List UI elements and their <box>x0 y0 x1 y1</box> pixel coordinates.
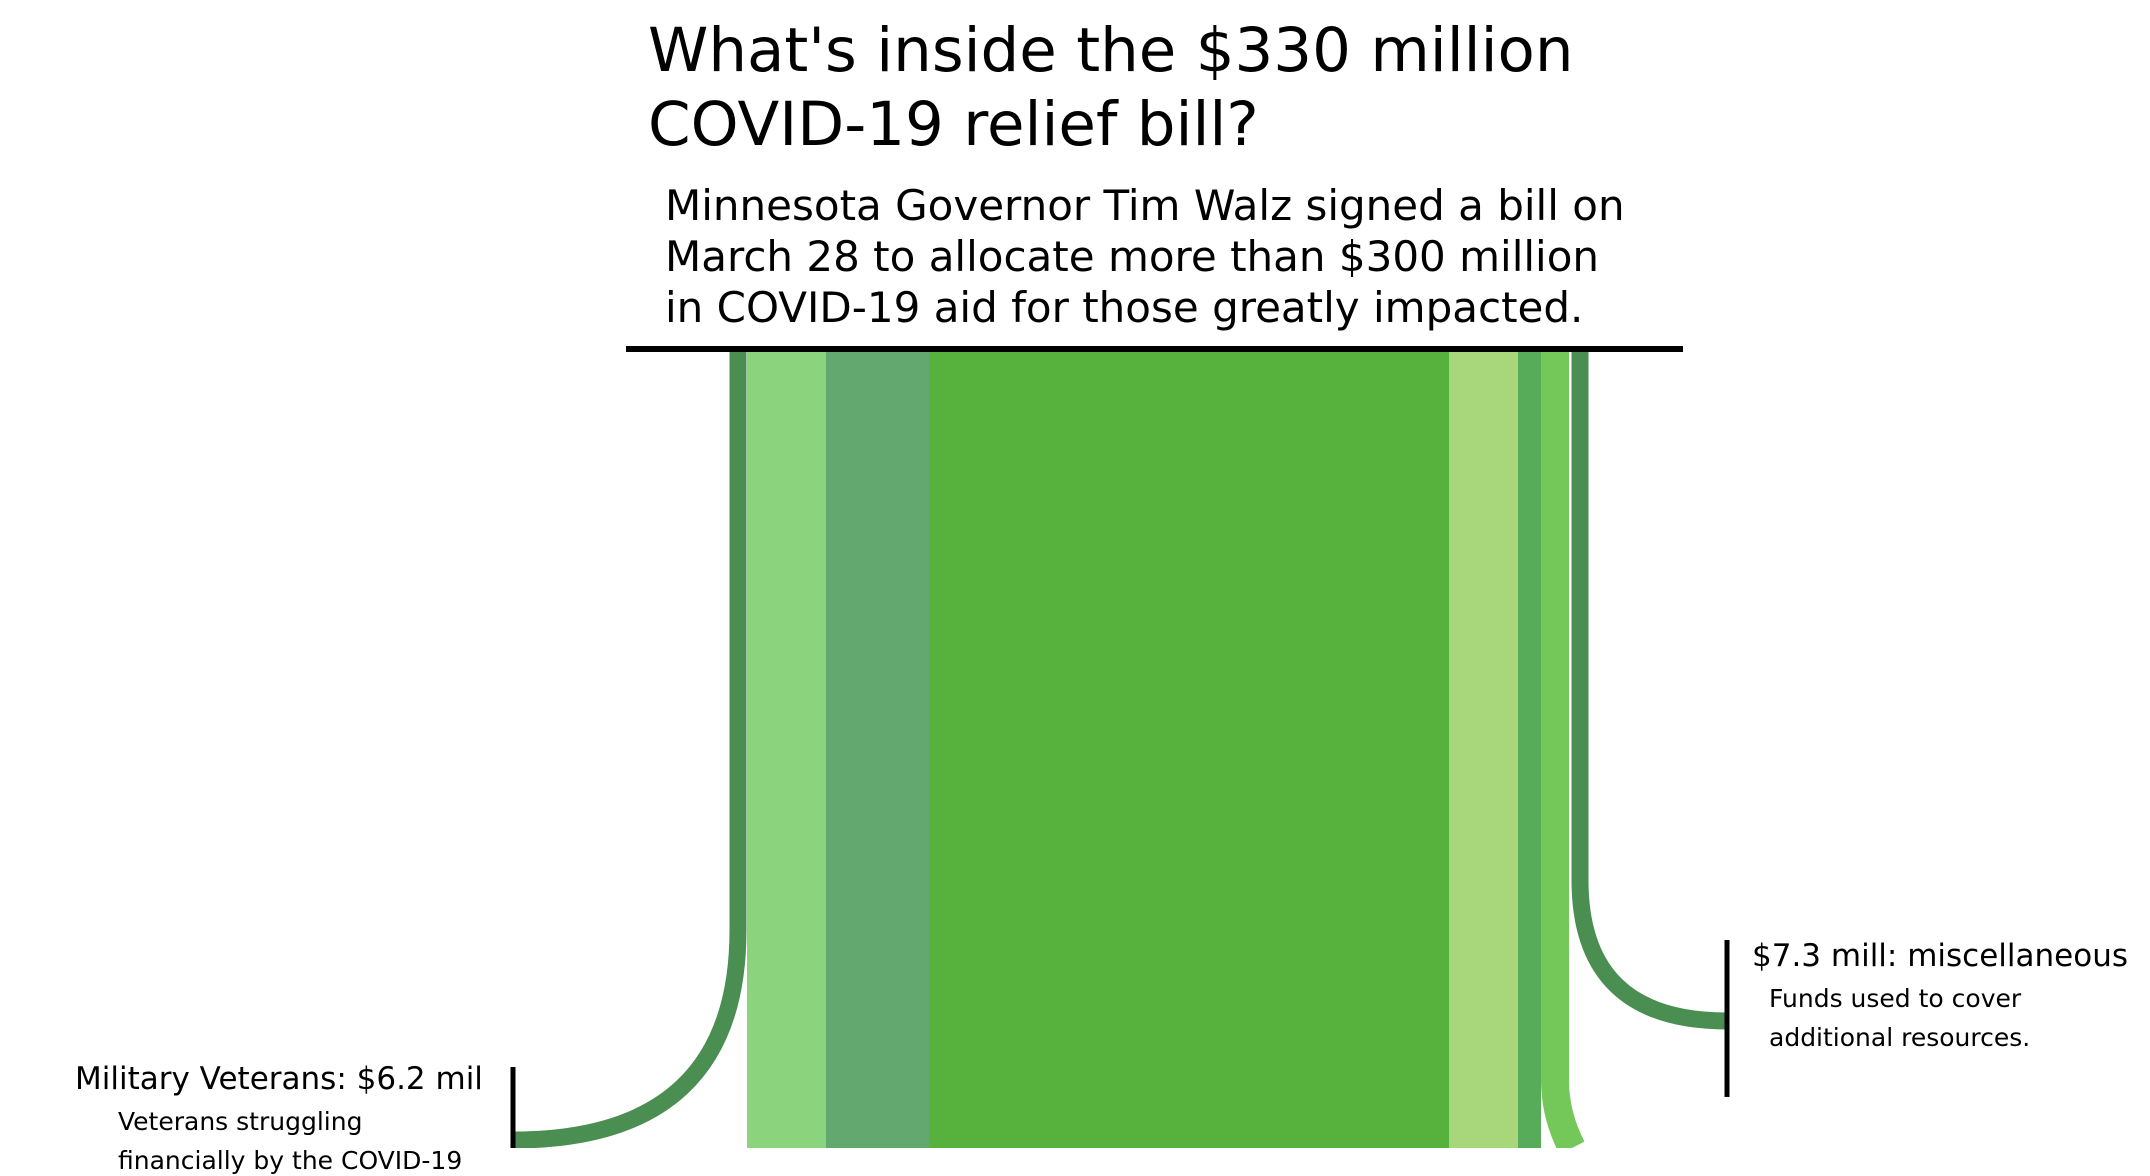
subtitle-line: in COVID-19 aid for those greatly impact… <box>665 283 1584 332</box>
flow-veterans <box>512 349 747 1148</box>
page-title: What's inside the $330 million COVID-19 … <box>648 14 1748 162</box>
misc-label-description: additional resources. <box>1769 1023 2031 1052</box>
veterans-label: Military Veterans: $6.2 mil Veterans str… <box>75 1060 483 1176</box>
veterans-label-heading: Military Veterans: $6.2 mil <box>75 1061 483 1097</box>
flow-miscellaneous <box>1571 349 1728 1030</box>
flow-stream-bright-green <box>1541 349 1585 1148</box>
veterans-label-description: Veterans struggling <box>118 1107 363 1136</box>
misc-label: $7.3 mill: miscellaneous Funds used to c… <box>1752 937 2128 1053</box>
flow-stream-muted-green <box>826 349 929 1148</box>
flow-stream-main-green <box>929 349 1449 1148</box>
title-line: What's inside the $330 million <box>648 15 1574 86</box>
flow-stream-pale-green <box>1449 349 1518 1148</box>
subtitle-line: Minnesota Governor Tim Walz signed a bil… <box>665 181 1625 230</box>
misc-label-heading: $7.3 mill: miscellaneous <box>1752 938 2128 974</box>
allocation-flow-diagram <box>510 346 1730 1148</box>
flow-stream-medium-green <box>1518 349 1541 1148</box>
title-line: COVID-19 relief bill? <box>648 89 1259 160</box>
page-subtitle: Minnesota Governor Tim Walz signed a bil… <box>665 180 1765 333</box>
veterans-label-description: financially by the COVID-19 <box>118 1146 463 1175</box>
flow-stream-light-green <box>747 349 826 1148</box>
misc-label-description: Funds used to cover <box>1769 984 2022 1013</box>
subtitle-line: March 28 to allocate more than $300 mill… <box>665 232 1600 281</box>
